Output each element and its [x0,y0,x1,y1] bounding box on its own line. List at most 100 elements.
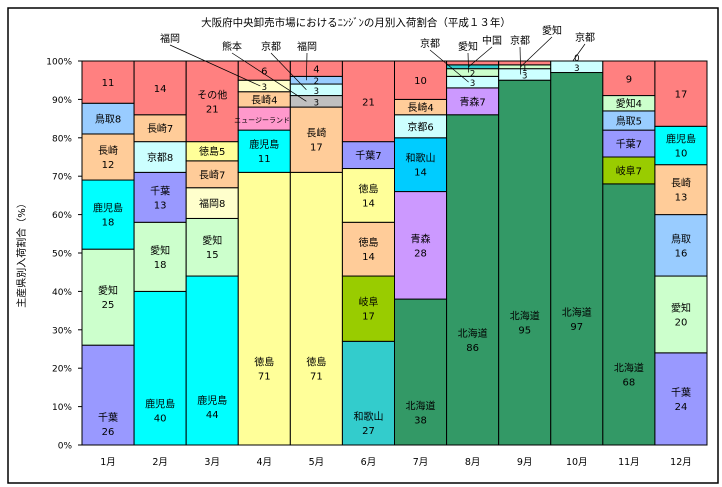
annotation-leader-line [468,46,493,68]
segment-value: 25 [102,300,115,311]
annotation-label: 京都 [510,34,530,47]
segment-label: 北海道 [562,306,592,319]
bar-segment [654,164,708,216]
annotation-leader-line [306,52,308,81]
segment-label: 北海道 [406,400,436,413]
x-tick-label: 5月 [309,457,325,468]
segment-label: 徳島5 [199,145,225,158]
segment-value: 26 [102,427,115,438]
x-tick-label: 9月 [517,457,533,468]
segment-label: 鹿児島 [197,394,227,407]
x-tick-label: 12月 [670,457,692,468]
bar-segment [185,187,239,219]
y-tick-label: 20% [52,365,72,375]
bar-segment [654,352,708,446]
segment-value: 3 [262,83,267,93]
bar-segment [133,114,187,143]
segment-value: 15 [206,250,219,261]
y-tick-label: 80% [52,134,72,144]
bar-12月: 千葉 24 愛知 20 鳥取 16 長崎 13 鹿児島 10 17 [654,60,708,446]
segment-label: 青森 [411,232,431,245]
segment-value: 2 [470,70,475,80]
bar-segment [654,60,708,127]
segment-value: 0 [574,54,579,64]
segment-value: 18 [102,218,115,229]
segment-label: 福岡8 [199,197,225,210]
segment-label: 鳥取 [671,232,691,245]
bar-6月: 和歌山 27 岐阜 17 徳島 14 徳島 14 千葉7 21 [341,60,395,446]
annotation-leader-line [572,43,586,62]
bar-segment [341,60,395,143]
y-tick-label: 60% [52,211,72,221]
bar-segment [602,60,656,97]
segment-value: 95 [518,326,531,337]
segment-label: 千葉 [671,386,691,399]
segment-label: 京都8 [147,151,173,164]
segment-label: 長崎7 [147,122,173,135]
segment-value: 97 [570,322,583,333]
segment-label: 鳥取5 [616,115,642,128]
x-tick-label: 1月 [100,457,116,468]
bar-segment [446,64,500,70]
segment-label: 徳島 [306,356,326,369]
y-tick-label: 70% [52,173,72,183]
segment-label: 京都6 [407,120,433,133]
annotation-leader-line [520,36,553,68]
bar-segment [341,221,395,277]
segment-value: 9 [626,74,632,85]
annotation-label: 福岡 [297,40,317,53]
y-tick-label: 100% [46,58,72,68]
annotation-leader-line [519,46,522,75]
segment-value: 38 [414,416,427,427]
bar-segment [81,133,135,181]
annotation-label: 熊本 [222,40,242,53]
segment-label: 鹿児島 [93,202,123,215]
bar-segment [289,171,343,446]
bar-segment [341,141,395,170]
annotation-leader-line [169,44,261,87]
annotation-label: 愛知 [542,24,562,37]
bar-11月: 北海道 68 岐阜7 千葉7 鳥取5 愛知4 9 [602,60,656,446]
segment-label: 愛知 [150,244,170,257]
segment-label: 千葉 [150,184,170,197]
bar-segment [185,275,239,446]
segment-label: 長崎4 [407,101,433,114]
segment-value: 13 [675,193,688,204]
bar-segment [654,125,708,166]
annotation-leader-line [467,52,469,73]
bar-segment [185,160,239,189]
x-tick-label: 11月 [618,457,640,468]
segment-label: 北海道 [614,361,644,374]
bar-2月: 鹿児島 40 愛知 18 千葉 13 京都8 長崎7 14 [133,60,187,446]
bar-segment [446,114,500,446]
segment-label: 長崎 [306,127,326,140]
segment-label: 鹿児島 [249,138,279,151]
chart-title: 大阪府中央卸売市場におけるﾆﾝｼﾞﾝの月別入荷割合（平成１３年） [201,16,511,29]
segment-value: 3 [522,71,527,81]
bar-segment [654,214,708,277]
segment-label: 千葉7 [616,138,642,151]
segment-value: 3 [470,79,475,89]
x-tick-label: 10月 [566,457,588,468]
segment-value: 21 [206,104,219,115]
segment-value: 27 [362,426,375,437]
segment-label: 徳島 [358,236,378,249]
y-tick-label: 30% [52,326,72,336]
segment-label: 長崎7 [199,168,225,181]
bar-segment [133,171,187,223]
bar-segment [602,156,656,185]
bar-segment [81,179,135,250]
segment-value: 17 [675,90,688,101]
bar-segment [394,60,448,100]
bar-1月: 千葉 26 愛知 25 鹿児島 18 長崎 12 鳥取8 11 [81,60,135,446]
bar-segment [446,60,500,66]
segment-value: 11 [102,78,115,89]
x-tick-label: 7月 [413,457,429,468]
annotation-label: 福岡 [160,32,180,45]
segment-value: 40 [154,414,167,425]
bar-segment [237,171,291,446]
segment-label: 徳島 [358,182,378,195]
annotation-label: 愛知 [458,40,478,53]
